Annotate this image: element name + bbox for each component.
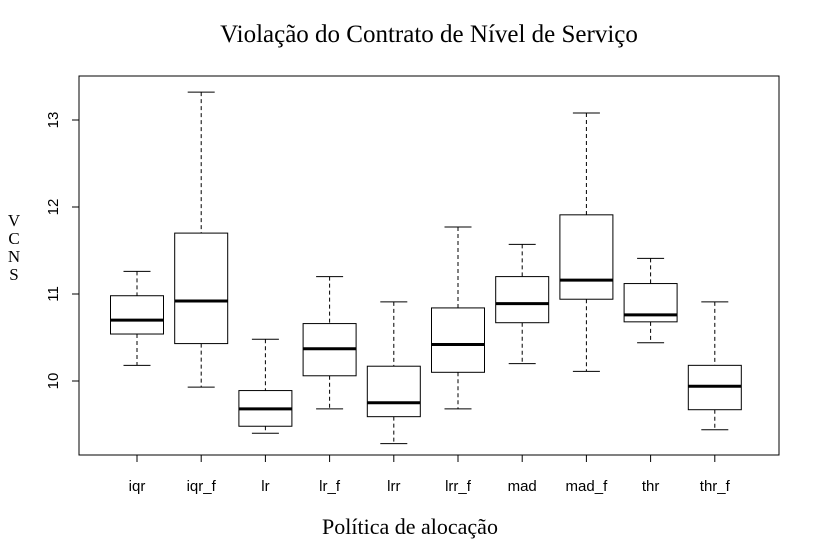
iqr-box (431, 307, 485, 373)
iqr-box (495, 276, 550, 324)
y-tick-label: 13 (45, 112, 62, 129)
y-axis: 10 11 12 13 (45, 112, 80, 390)
x-axis-label: Política de alocação (322, 514, 498, 539)
box-lrr (366, 301, 421, 445)
iqr-box (366, 365, 421, 418)
box-thr (623, 257, 678, 344)
box-lrr_f (431, 226, 485, 410)
box-mad_f (559, 112, 614, 372)
x-tick-label: lr (261, 478, 269, 495)
y-tick-label: 12 (45, 199, 62, 216)
box-lr (238, 338, 293, 434)
x-tick-label: mad (508, 478, 537, 495)
x-tick-label: iqr_f (187, 478, 217, 495)
box-iqr_f (174, 91, 229, 388)
box-lr_f (302, 276, 357, 410)
boxes (110, 91, 742, 445)
iqr-box (174, 232, 229, 345)
chart-title: Violação do Contrato de Nível de Serviço (220, 21, 638, 48)
y-tick-label: 11 (45, 286, 62, 302)
box-thr_f (687, 301, 742, 431)
box-mad (495, 243, 550, 365)
x-tick-label: thr_f (700, 478, 731, 495)
box-iqr (110, 270, 164, 366)
x-tick-label: lrr_f (445, 478, 472, 495)
x-tick-label: lrr (387, 478, 400, 495)
x-tick-label: iqr (129, 478, 146, 495)
x-tick-label: mad_f (566, 478, 609, 495)
x-tick-label: lr_f (319, 478, 341, 495)
iqr-box (110, 295, 164, 335)
iqr-box (559, 214, 614, 300)
x-axis: iqr iqr_f lr lr_f lrr lrr_f mad mad_f thr thr_f (129, 454, 731, 495)
x-tick-label: thr (642, 478, 660, 495)
y-tick-label: 10 (45, 373, 62, 390)
